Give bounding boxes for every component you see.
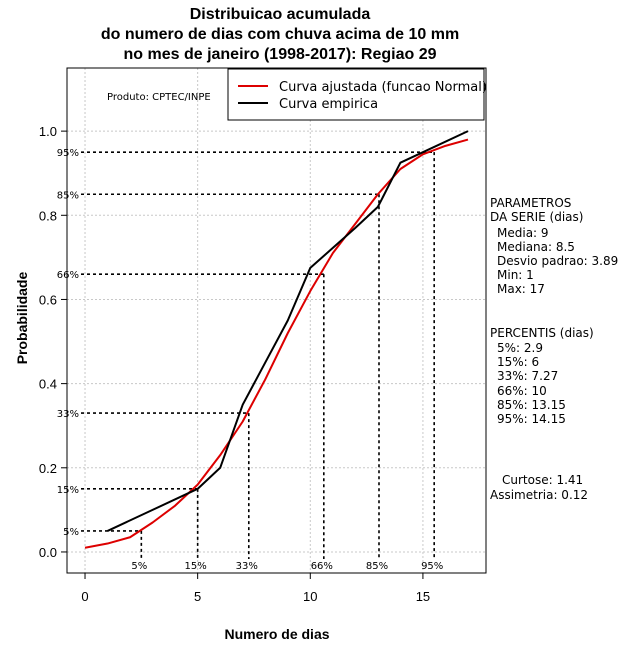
- chart-title-line2: do numero de dias com chuva acima de 10 …: [100, 26, 460, 43]
- y-axis-label: Probabilidade: [14, 271, 30, 365]
- percentil-66: 66%: 10: [497, 384, 547, 398]
- percentile-x-label: 85%: [366, 561, 388, 572]
- parametros-header: PARAMETROS: [490, 196, 572, 210]
- percentil-85: 85%: 13.15: [497, 398, 566, 412]
- assimetria-value: Assimetria: 0.12: [490, 488, 589, 502]
- x-tick-label: 0: [81, 589, 88, 604]
- curtose-value: Curtose: 1.41: [502, 473, 584, 487]
- percentile-y-label: 85%: [57, 190, 79, 201]
- percentil-33: 33%: 7.27: [497, 369, 559, 383]
- percentile-y-label: 66%: [57, 270, 79, 281]
- chart-title-line1: Distribuicao acumulada: [189, 6, 371, 23]
- percentile-y-label: 33%: [57, 409, 79, 420]
- plot-frame: [66, 67, 487, 574]
- percentile-x-label: 66%: [311, 561, 333, 572]
- percentis-header: PERCENTIS (dias): [490, 326, 594, 340]
- param-media: Media: 9: [497, 226, 549, 240]
- param-mediana: Mediana: 8.5: [497, 240, 575, 254]
- percentile-y-label: 15%: [57, 485, 79, 496]
- product-label: Produto: CPTEC/INPE: [107, 92, 211, 103]
- legend-label: Curva ajustada (funcao Normal): [279, 80, 487, 95]
- percentil-95: 95%: 14.15: [497, 412, 566, 426]
- percentile-x-label: 15%: [185, 561, 207, 572]
- x-tick-label: 5: [194, 589, 201, 604]
- param-desvio: Desvio padrao: 3.89: [497, 254, 619, 268]
- x-tick-label: 15: [416, 589, 430, 604]
- percentil-5: 5%: 2.9: [497, 341, 543, 355]
- percentile-y-label: 95%: [57, 148, 79, 159]
- param-max: Max: 17: [497, 282, 545, 296]
- x-tick-label: 10: [303, 589, 317, 604]
- percentile-x-label: 95%: [421, 561, 443, 572]
- y-tick-label: 0.2: [39, 461, 57, 476]
- percentile-y-label: 5%: [63, 527, 79, 538]
- legend-box: [227, 68, 485, 121]
- y-tick-label: 0.8: [39, 208, 57, 223]
- percentil-15: 15%: 6: [497, 355, 540, 369]
- y-tick-label: 1.0: [39, 124, 57, 139]
- percentile-x-label: 5%: [131, 561, 147, 572]
- legend-label: Curva empirica: [279, 97, 378, 112]
- chart-title-line3: no mes de janeiro (1998-2017): Regiao 29: [123, 46, 437, 63]
- y-tick-label: 0.4: [39, 377, 57, 392]
- param-min: Min: 1: [497, 268, 534, 282]
- empirical-curve: [107, 130, 469, 532]
- x-axis-label: Numero de dias: [224, 626, 330, 642]
- fitted-normal-curve: [84, 138, 469, 549]
- y-tick-label: 0.6: [39, 292, 57, 307]
- parametros-subheader: DA SERIE (dias): [490, 210, 584, 224]
- y-tick-label: 0.0: [39, 545, 57, 560]
- percentile-x-label: 33%: [236, 561, 258, 572]
